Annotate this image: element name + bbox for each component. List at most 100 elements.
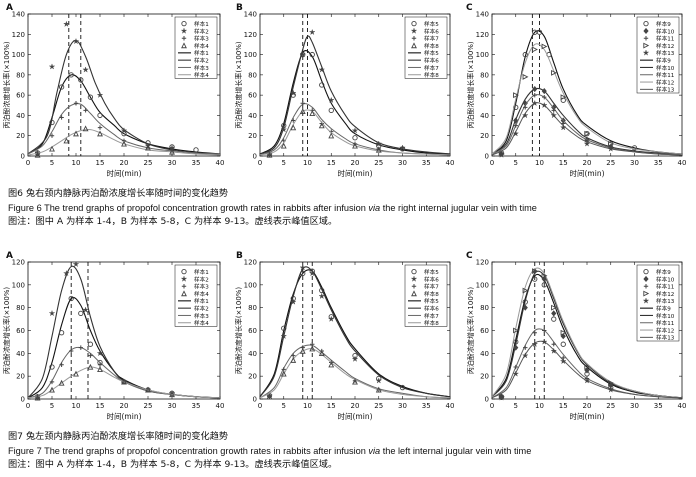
data-point: [559, 124, 567, 131]
legend-label: 样本6: [424, 27, 439, 35]
legend-box: [636, 264, 680, 342]
data-point: [550, 347, 558, 354]
data-point: [73, 130, 79, 137]
data-point: [318, 350, 325, 356]
data-point: [351, 127, 359, 134]
data-point: [351, 355, 359, 362]
data-point: [327, 315, 335, 322]
y-axis-label: 丙泊酚浓度增长率(×100%): [2, 287, 11, 375]
series-line-2: [259, 266, 451, 398]
data-point: [352, 135, 358, 141]
figure6-panel-c: C 0 5 10 15 20 25 30 35 40 0 20 40 60 80 100 120 140 时间(mi…: [460, 0, 690, 185]
data-point: [78, 345, 83, 350]
data-point: [550, 111, 558, 119]
data-point: [72, 37, 80, 45]
y-tick-label: 80: [480, 304, 489, 312]
x-tick-label: 5: [514, 402, 518, 410]
data-point: [73, 370, 79, 377]
data-point: [121, 140, 127, 147]
legend-label: 样本5: [424, 49, 439, 57]
data-point: [375, 386, 382, 393]
legend-marker: [643, 284, 649, 289]
data-point: [532, 268, 538, 275]
legend-label: 样本1: [194, 297, 209, 305]
x-tick-label: 40: [216, 159, 225, 167]
x-tick-label: 10: [303, 159, 312, 167]
data-point: [551, 108, 556, 113]
data-point: [399, 144, 406, 151]
legend-marker: [181, 268, 187, 275]
y-tick-label: 80: [480, 71, 489, 79]
data-point: [58, 84, 65, 90]
y-tick-label: 0: [253, 396, 257, 404]
data-point: [532, 85, 538, 93]
data-point: [551, 310, 557, 317]
y-tick-label: 60: [248, 92, 257, 100]
figure6-panel-a: A 0 5 10 15 20 25 30 35 40 0 20 40 60 80 100 120 140 时间(mi…: [0, 0, 230, 185]
data-point: [299, 108, 306, 115]
x-tick-label: 25: [374, 159, 383, 167]
data-point: [87, 363, 94, 370]
x-tick-label: 10: [72, 402, 81, 410]
chart-fig7A: A 0 5 10 15 20 25 30 35 40 0 20 40 60 80 100 120 时间(min) 丙…: [2, 251, 224, 421]
legend-marker: [181, 284, 187, 289]
legend-label: 样本10: [656, 312, 675, 320]
series-line-3: [259, 344, 451, 399]
data-point: [291, 118, 296, 123]
legend-marker: [411, 20, 417, 27]
y-tick-label: 20: [248, 132, 257, 140]
data-point: [521, 111, 529, 119]
series-line-1: [259, 269, 451, 398]
y-tick-label: 60: [248, 327, 257, 335]
y-tick-label: 60: [480, 327, 489, 335]
data-point: [560, 333, 566, 340]
legend-marker: [410, 27, 418, 34]
legend-marker: [642, 49, 650, 56]
data-point: [97, 125, 103, 130]
x-tick-label: 0: [258, 402, 262, 410]
legend-label: 样本2: [194, 27, 209, 35]
data-point: [145, 386, 151, 393]
data-point: [523, 345, 528, 350]
data-point: [521, 352, 529, 359]
legend-marker: [643, 275, 649, 283]
data-point: [169, 391, 175, 398]
data-point: [289, 298, 297, 305]
legend-marker: [643, 36, 649, 41]
panel-label: C: [466, 3, 473, 13]
data-point: [541, 272, 548, 279]
x-tick-label: 20: [351, 402, 360, 410]
data-point: [87, 341, 94, 347]
legend-label: 样本1: [194, 20, 209, 28]
y-tick-label: 0: [253, 153, 257, 161]
data-point: [607, 386, 615, 393]
legend-label: 样本12: [656, 326, 674, 334]
legend-label: 样本9: [656, 304, 671, 312]
data-point: [607, 145, 615, 152]
y-tick-label: 60: [16, 327, 25, 335]
figure7-note: 图注：图中 A 为样本 1-4，B 为样本 5-8，C 为样本 9-13。虚线表…: [8, 459, 338, 470]
y-axis-label: 丙泊酚浓度增长率(×100%): [466, 41, 475, 129]
data-point: [541, 88, 547, 95]
legend-label: 样本6: [424, 304, 439, 312]
y-tick-label: 20: [480, 132, 489, 140]
data-point: [169, 148, 175, 155]
y-tick-label: 140: [244, 11, 257, 19]
legend-box: [636, 16, 680, 94]
series-line-1: [491, 273, 683, 399]
y-tick-label: 100: [12, 281, 25, 289]
y-tick-label: 120: [12, 259, 25, 267]
y-tick-label: 120: [12, 31, 25, 39]
data-point: [299, 264, 307, 271]
legend-label: 样本11: [656, 319, 675, 327]
y-tick-label: 20: [16, 132, 25, 140]
legend-label: 样本12: [656, 290, 674, 298]
data-point: [78, 310, 84, 317]
x-tick-label: 5: [514, 159, 518, 167]
data-point: [290, 356, 297, 363]
x-tick-label: 25: [144, 159, 153, 167]
y-tick-label: 40: [16, 112, 25, 120]
data-point: [68, 295, 74, 302]
